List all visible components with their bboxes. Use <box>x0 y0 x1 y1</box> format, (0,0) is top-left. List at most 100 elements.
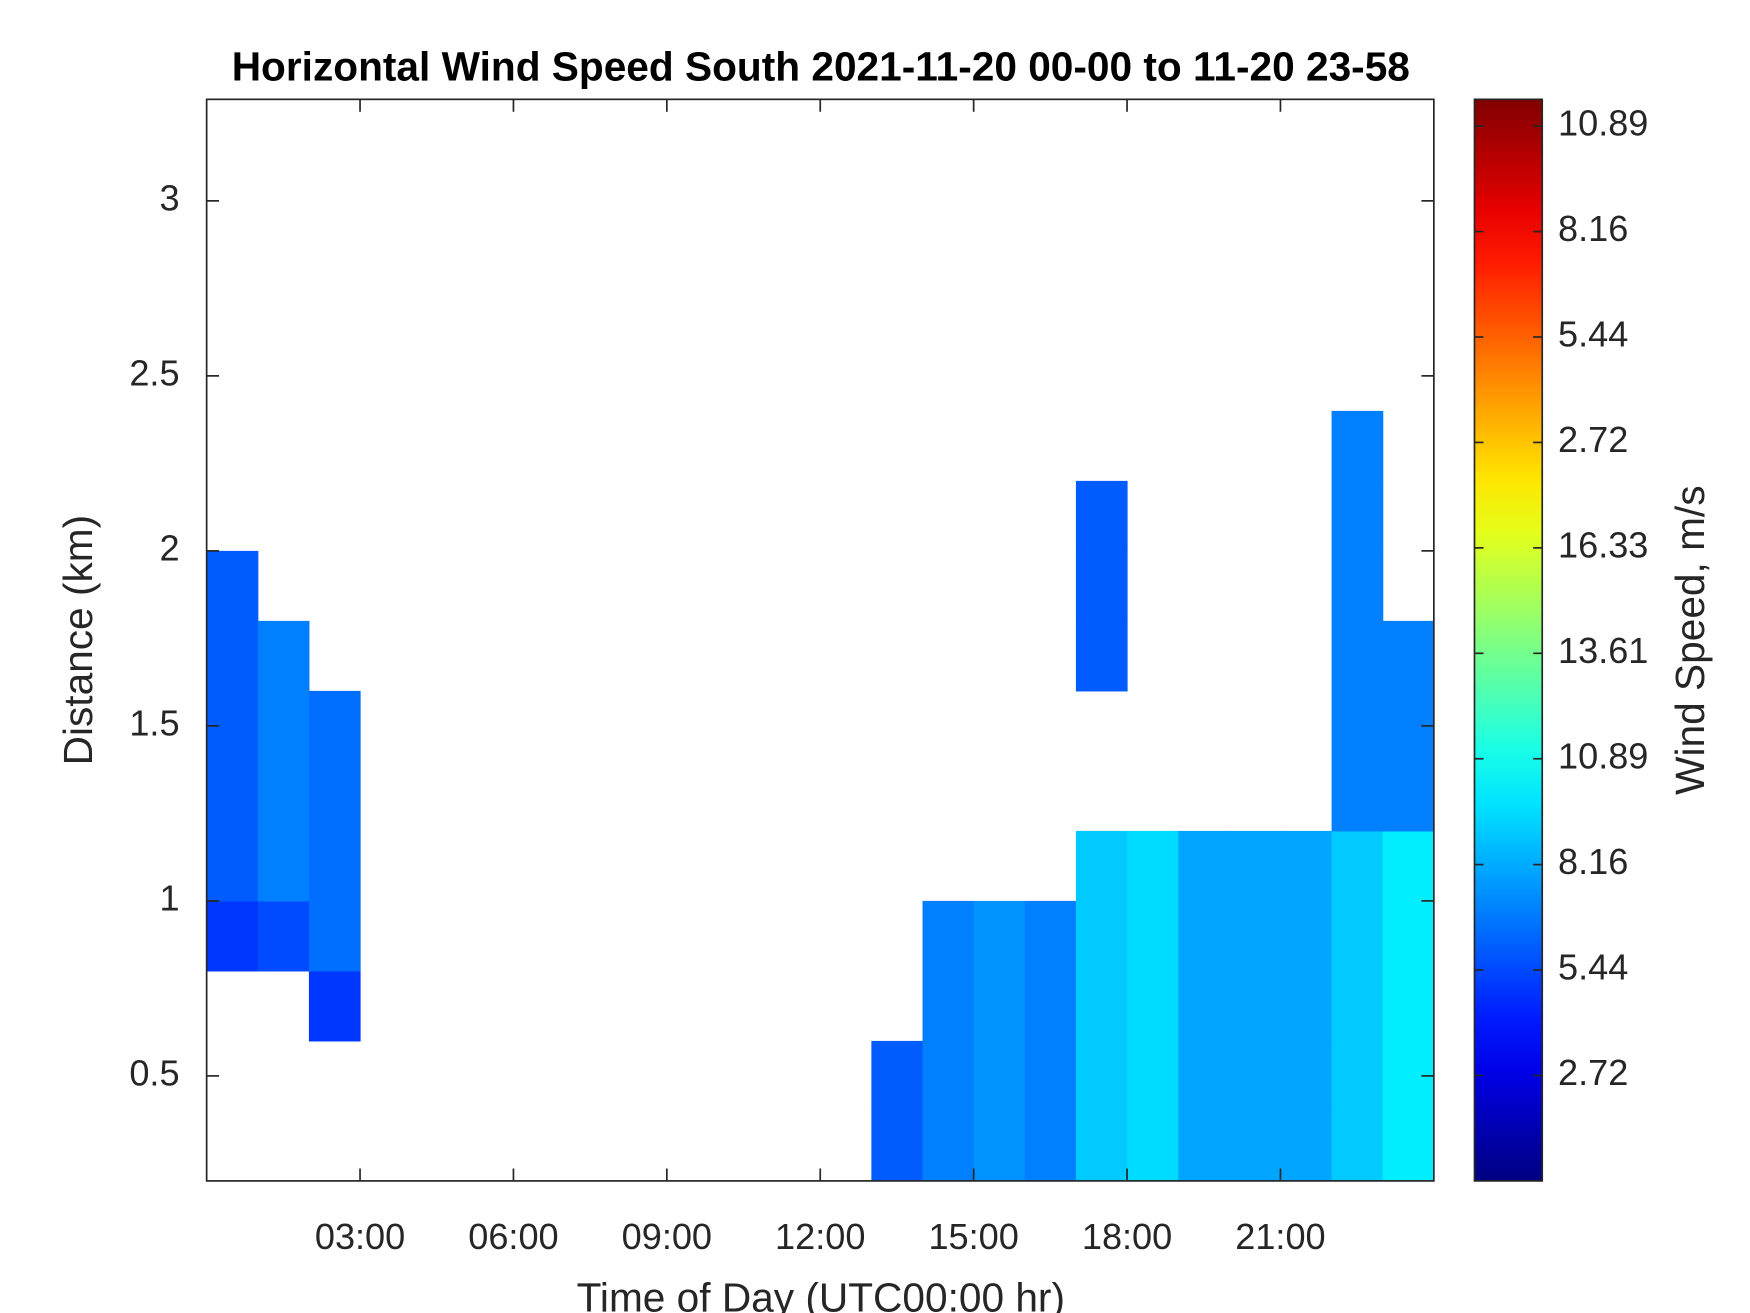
y-tick-label: 2.5 <box>129 352 179 393</box>
heatmap-cell <box>1178 1040 1230 1112</box>
heatmap-cell <box>206 900 259 972</box>
x-tick-label: 15:00 <box>928 1216 1018 1257</box>
heatmap-cell <box>1280 900 1333 972</box>
colorbar <box>1473 98 1544 1182</box>
heatmap-cell <box>308 760 361 832</box>
heatmap-cell <box>973 970 1026 1042</box>
y-axis-label: Distance (km) <box>55 515 101 766</box>
y-tick-label: 2 <box>159 527 179 568</box>
heatmap-cell <box>1382 970 1435 1042</box>
heatmap-cell <box>1382 900 1435 972</box>
colorbar-tick-label: 10.89 <box>1558 735 1648 776</box>
heatmap-cell <box>871 1040 924 1112</box>
heatmap-cell <box>257 690 310 762</box>
heatmap-cell <box>1280 1040 1333 1112</box>
heatmap-cell <box>973 1110 1026 1182</box>
heatmap-cell <box>206 760 259 832</box>
heatmap-cell <box>1075 970 1128 1042</box>
heatmap-cell <box>1382 760 1435 832</box>
heatmap-cell <box>206 620 259 692</box>
heatmap-cell <box>922 1110 975 1182</box>
heatmap-cell <box>206 550 259 622</box>
heatmap-cell <box>1229 1040 1282 1112</box>
heatmap-cell <box>1075 480 1128 552</box>
heatmap-cell <box>1331 1110 1384 1182</box>
heatmap-cell <box>1127 900 1179 972</box>
x-tick-label: 03:00 <box>315 1216 405 1257</box>
heatmap-cell <box>1382 830 1435 902</box>
heatmap-cell <box>1331 970 1384 1042</box>
heatmap-cell <box>1229 970 1282 1042</box>
heatmap-cell <box>257 760 310 832</box>
heatmap-cell <box>1075 550 1128 622</box>
heatmap-cells <box>206 410 1435 1182</box>
heatmap-cell <box>1331 690 1384 762</box>
heatmap-cell <box>1280 1110 1333 1182</box>
colorbar-tick-label: 16.33 <box>1558 524 1648 565</box>
heatmap-cell <box>308 830 361 902</box>
colorbar-tick-label: 5.44 <box>1558 947 1628 988</box>
heatmap-cell <box>922 970 975 1042</box>
x-tick-label: 09:00 <box>622 1216 712 1257</box>
heatmap-cell <box>1331 480 1384 552</box>
heatmap-cell <box>257 830 310 902</box>
chart-title: Horizontal Wind Speed South 2021-11-20 0… <box>232 44 1410 90</box>
heatmap-cell <box>1178 970 1230 1042</box>
heatmap-cell <box>1178 830 1230 902</box>
heatmap-cell <box>257 900 310 972</box>
colorbar-tick-label: 8.16 <box>1558 208 1628 249</box>
heatmap-cell <box>1024 970 1077 1042</box>
heatmap-cell <box>1229 830 1282 902</box>
heatmap-cell <box>1127 1110 1179 1182</box>
colorbar-tick-label: 2.72 <box>1558 419 1628 460</box>
heatmap-cell <box>1280 970 1333 1042</box>
heatmap-cell <box>308 900 361 972</box>
heatmap-cell <box>308 970 361 1042</box>
y-tick-label: 0.5 <box>129 1052 179 1093</box>
colorbar-tick-label: 8.16 <box>1558 841 1628 882</box>
heatmap-cell <box>1229 900 1282 972</box>
heatmap-cell <box>871 1110 924 1182</box>
heatmap-cell <box>1178 1110 1230 1182</box>
colorbar-tick-label: 13.61 <box>1558 630 1648 671</box>
heatmap-cell <box>206 830 259 902</box>
y-tick-label: 1.5 <box>129 702 179 743</box>
heatmap-cell <box>1127 830 1179 902</box>
x-tick-label: 18:00 <box>1082 1216 1172 1257</box>
heatmap-cell <box>1075 1110 1128 1182</box>
heatmap-cell <box>1127 1040 1179 1112</box>
heatmap-cell <box>1331 830 1384 902</box>
heatmap-cell <box>1075 900 1128 972</box>
heatmap-cell <box>1331 410 1384 482</box>
heatmap-cell <box>1331 1040 1384 1112</box>
colorbar-label: Wind Speed, m/s <box>1667 485 1713 794</box>
x-tick-label: 21:00 <box>1235 1216 1325 1257</box>
heatmap-cell <box>1024 900 1077 972</box>
heatmap-cell <box>1331 620 1384 692</box>
heatmap-cell <box>1382 620 1435 692</box>
heatmap-cell <box>257 620 310 692</box>
heatmap-cell <box>1331 760 1384 832</box>
heatmap-cell <box>1127 970 1179 1042</box>
heatmap-cell <box>1382 1110 1435 1182</box>
x-tick-label: 06:00 <box>468 1216 558 1257</box>
colorbar-tick-label: 2.72 <box>1558 1052 1628 1093</box>
colorbar-tick-label: 5.44 <box>1558 314 1628 355</box>
heatmap-cell <box>922 900 975 972</box>
heatmap-cell <box>1331 550 1384 622</box>
x-tick-label: 12:00 <box>775 1216 865 1257</box>
heatmap-cell <box>1178 900 1230 972</box>
heatmap-cell <box>922 1040 975 1112</box>
heatmap-cell <box>1024 1110 1077 1182</box>
heatmap-cell <box>1331 900 1384 972</box>
colorbar-tick-label: 10.89 <box>1558 103 1648 144</box>
y-tick-label: 3 <box>159 177 179 218</box>
heatmap-cell <box>973 1040 1026 1112</box>
heatmap-cell <box>1229 1110 1282 1182</box>
heatmap-cell <box>308 690 361 762</box>
y-tick-label: 1 <box>159 877 179 918</box>
heatmap-cell <box>1075 620 1128 692</box>
heatmap-cell <box>973 900 1026 972</box>
heatmap-cell <box>1024 1040 1077 1112</box>
